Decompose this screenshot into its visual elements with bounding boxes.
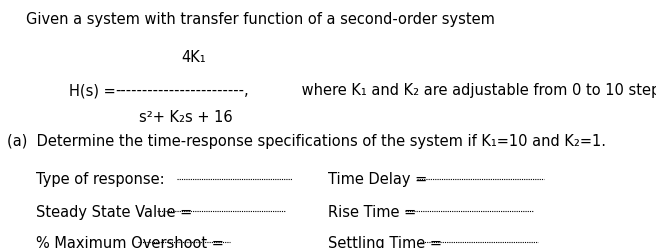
Text: Rise Time =: Rise Time = <box>328 205 421 219</box>
Text: Settling Time =: Settling Time = <box>328 236 447 248</box>
Text: s²+ K₂s + 16: s²+ K₂s + 16 <box>139 110 233 125</box>
Text: % Maximum Overshoot =: % Maximum Overshoot = <box>36 236 228 248</box>
Text: ------------------------,: ------------------------, <box>115 83 249 98</box>
Text: Steady State Value =: Steady State Value = <box>36 205 197 219</box>
Text: where K₁ and K₂ are adjustable from 0 to 10 steps of 0.2: where K₁ and K₂ are adjustable from 0 to… <box>297 83 656 98</box>
Text: Type of response:: Type of response: <box>36 172 169 187</box>
Text: Time Delay =: Time Delay = <box>328 172 432 187</box>
Text: Given a system with transfer function of a second-order system: Given a system with transfer function of… <box>26 12 495 27</box>
Text: H(s) =: H(s) = <box>69 83 120 98</box>
Text: (a)  Determine the time-response specifications of the system if K₁=10 and K₂=1.: (a) Determine the time-response specific… <box>7 134 605 149</box>
Text: 4K₁: 4K₁ <box>181 50 206 64</box>
